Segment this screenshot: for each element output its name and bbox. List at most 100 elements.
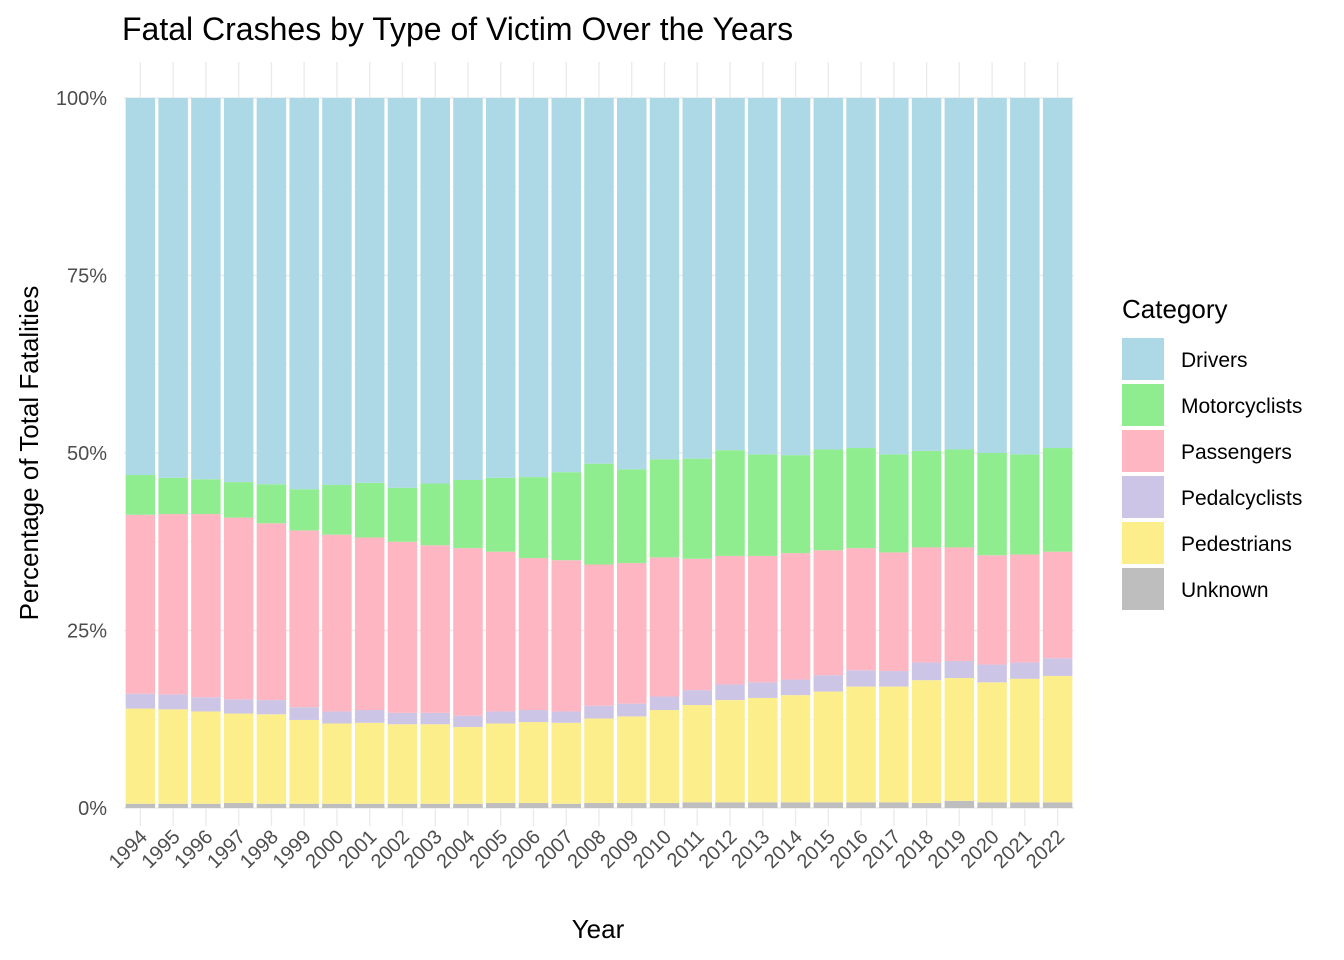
- y-tick-label: 25%: [67, 621, 107, 643]
- bar-segment-drivers-2014: [780, 98, 811, 456]
- bar-segment-drivers-2006: [518, 98, 549, 478]
- y-axis-ticks: 0% 25% 50% 75% 100%: [56, 88, 107, 820]
- bar-segment-pedestrians-2010: [649, 710, 680, 804]
- legend-label: Pedalcyclists: [1181, 487, 1302, 510]
- bar-segment-pedestrians-2000: [322, 723, 352, 804]
- bar-segment-drivers-2017: [879, 98, 909, 455]
- bar-segment-motorcyclists-2004: [453, 479, 483, 549]
- bar-segment-pedalcyclists-2016: [846, 670, 876, 687]
- bar-segment-unknown-2006: [518, 803, 549, 808]
- bar-segment-motorcyclists-2003: [420, 483, 450, 546]
- bar-segment-motorcyclists-2022: [1042, 448, 1073, 552]
- bar-segment-drivers-2009: [617, 98, 647, 470]
- bar-segment-pedalcyclists-2002: [387, 712, 418, 725]
- bar-segment-passengers-1995: [158, 514, 188, 695]
- legend-label: Drivers: [1181, 349, 1248, 372]
- bar-segment-motorcyclists-2018: [911, 450, 942, 548]
- bars-layer: [125, 98, 1073, 808]
- bar-segment-pedestrians-2018: [911, 680, 942, 804]
- bar-segment-motorcyclists-1995: [158, 477, 188, 515]
- bar-segment-pedestrians-2011: [682, 705, 713, 803]
- bar-segment-motorcyclists-2005: [485, 477, 516, 552]
- bar-segment-pedalcyclists-2006: [518, 710, 549, 723]
- bar-segment-passengers-2005: [485, 551, 516, 712]
- chart-title: Fatal Crashes by Type of Victim Over the…: [122, 11, 793, 47]
- bar-segment-unknown-2021: [1010, 802, 1040, 808]
- bar-segment-unknown-1999: [289, 803, 319, 808]
- bar-segment-drivers-1998: [256, 98, 287, 485]
- bar-segment-motorcyclists-2016: [846, 448, 876, 549]
- bar-segment-pedestrians-2019: [944, 678, 975, 801]
- bar-segment-unknown-2001: [354, 803, 385, 808]
- bar-segment-pedestrians-2005: [485, 723, 516, 804]
- legend-label: Passengers: [1181, 441, 1292, 464]
- bar-segment-passengers-2004: [453, 548, 483, 716]
- y-axis-title: Percentage of Total Fatalities: [14, 286, 44, 621]
- x-axis-ticks: 1994199519961997199819992000200120022003…: [105, 826, 1069, 873]
- bar-segment-passengers-2019: [944, 547, 975, 662]
- bar-segment-unknown-2015: [813, 802, 844, 808]
- bar-segment-drivers-2010: [649, 98, 680, 460]
- bar-segment-motorcyclists-2010: [649, 459, 680, 558]
- legend-label: Unknown: [1181, 579, 1269, 602]
- bar-segment-drivers-2002: [387, 98, 418, 488]
- bar-segment-motorcyclists-2001: [354, 482, 385, 538]
- bar-segment-pedalcyclists-2013: [748, 682, 778, 698]
- bar-segment-pedalcyclists-1996: [191, 697, 221, 712]
- bar-segment-motorcyclists-2015: [813, 449, 844, 551]
- bar-segment-drivers-2007: [551, 98, 581, 473]
- bar-segment-pedestrians-2003: [420, 724, 450, 804]
- bar-segment-motorcyclists-2021: [1010, 454, 1040, 555]
- x-axis-title: Year: [572, 914, 625, 944]
- legend-swatch: [1122, 476, 1164, 518]
- legend-swatch: [1122, 568, 1164, 610]
- bar-segment-passengers-2018: [911, 547, 942, 663]
- bar-segment-pedalcyclists-1999: [289, 707, 319, 720]
- bar-segment-pedestrians-2006: [518, 722, 549, 804]
- bar-segment-passengers-1996: [191, 514, 221, 698]
- bar-segment-unknown-2020: [977, 802, 1007, 808]
- legend-swatch: [1122, 384, 1164, 426]
- bar-segment-pedalcyclists-2008: [584, 705, 614, 719]
- bar-segment-unknown-2008: [584, 803, 614, 808]
- bar-segment-unknown-2016: [846, 802, 876, 808]
- bar-segment-unknown-2009: [617, 803, 647, 808]
- bar-segment-pedestrians-1998: [256, 714, 287, 804]
- bar-segment-pedestrians-2021: [1010, 678, 1040, 803]
- bar-segment-pedestrians-1994: [125, 708, 156, 804]
- bar-segment-pedestrians-2009: [617, 716, 647, 804]
- bar-segment-unknown-1996: [191, 803, 221, 808]
- bar-segment-pedalcyclists-2019: [944, 661, 975, 679]
- bar-segment-passengers-1997: [223, 517, 254, 700]
- bar-segment-unknown-2010: [649, 803, 680, 808]
- bar-segment-passengers-2020: [977, 555, 1007, 665]
- bar-segment-passengers-2021: [1010, 554, 1040, 663]
- bar-segment-unknown-2002: [387, 803, 418, 808]
- bar-segment-unknown-2005: [485, 803, 516, 808]
- bar-segment-pedestrians-2020: [977, 682, 1007, 803]
- bar-segment-pedalcyclists-1998: [256, 700, 287, 715]
- bar-segment-motorcyclists-1996: [191, 479, 221, 515]
- bar-segment-pedalcyclists-2022: [1042, 658, 1073, 676]
- bar-segment-pedestrians-2014: [780, 695, 811, 803]
- bar-segment-pedestrians-2004: [453, 727, 483, 804]
- bar-segment-drivers-2012: [715, 98, 745, 451]
- bar-segment-drivers-2020: [977, 98, 1007, 453]
- legend-title: Category: [1122, 294, 1228, 324]
- bar-segment-pedestrians-1996: [191, 711, 221, 804]
- bar-segment-passengers-2009: [617, 563, 647, 704]
- bar-segment-pedestrians-2012: [715, 700, 745, 803]
- bar-segment-drivers-1996: [191, 98, 221, 480]
- bar-segment-drivers-2019: [944, 98, 975, 450]
- bar-segment-pedestrians-2013: [748, 697, 778, 803]
- bar-segment-pedalcyclists-2001: [354, 710, 385, 723]
- bar-segment-passengers-2006: [518, 558, 549, 711]
- bar-segment-pedalcyclists-2021: [1010, 662, 1040, 679]
- bar-segment-motorcyclists-1994: [125, 475, 156, 515]
- y-tick-label: 75%: [67, 266, 107, 288]
- bar-segment-passengers-2007: [551, 560, 581, 712]
- bar-segment-pedestrians-2017: [879, 686, 909, 803]
- bar-segment-unknown-2017: [879, 802, 909, 808]
- bar-segment-pedalcyclists-2011: [682, 690, 713, 706]
- bar-segment-unknown-2013: [748, 802, 778, 808]
